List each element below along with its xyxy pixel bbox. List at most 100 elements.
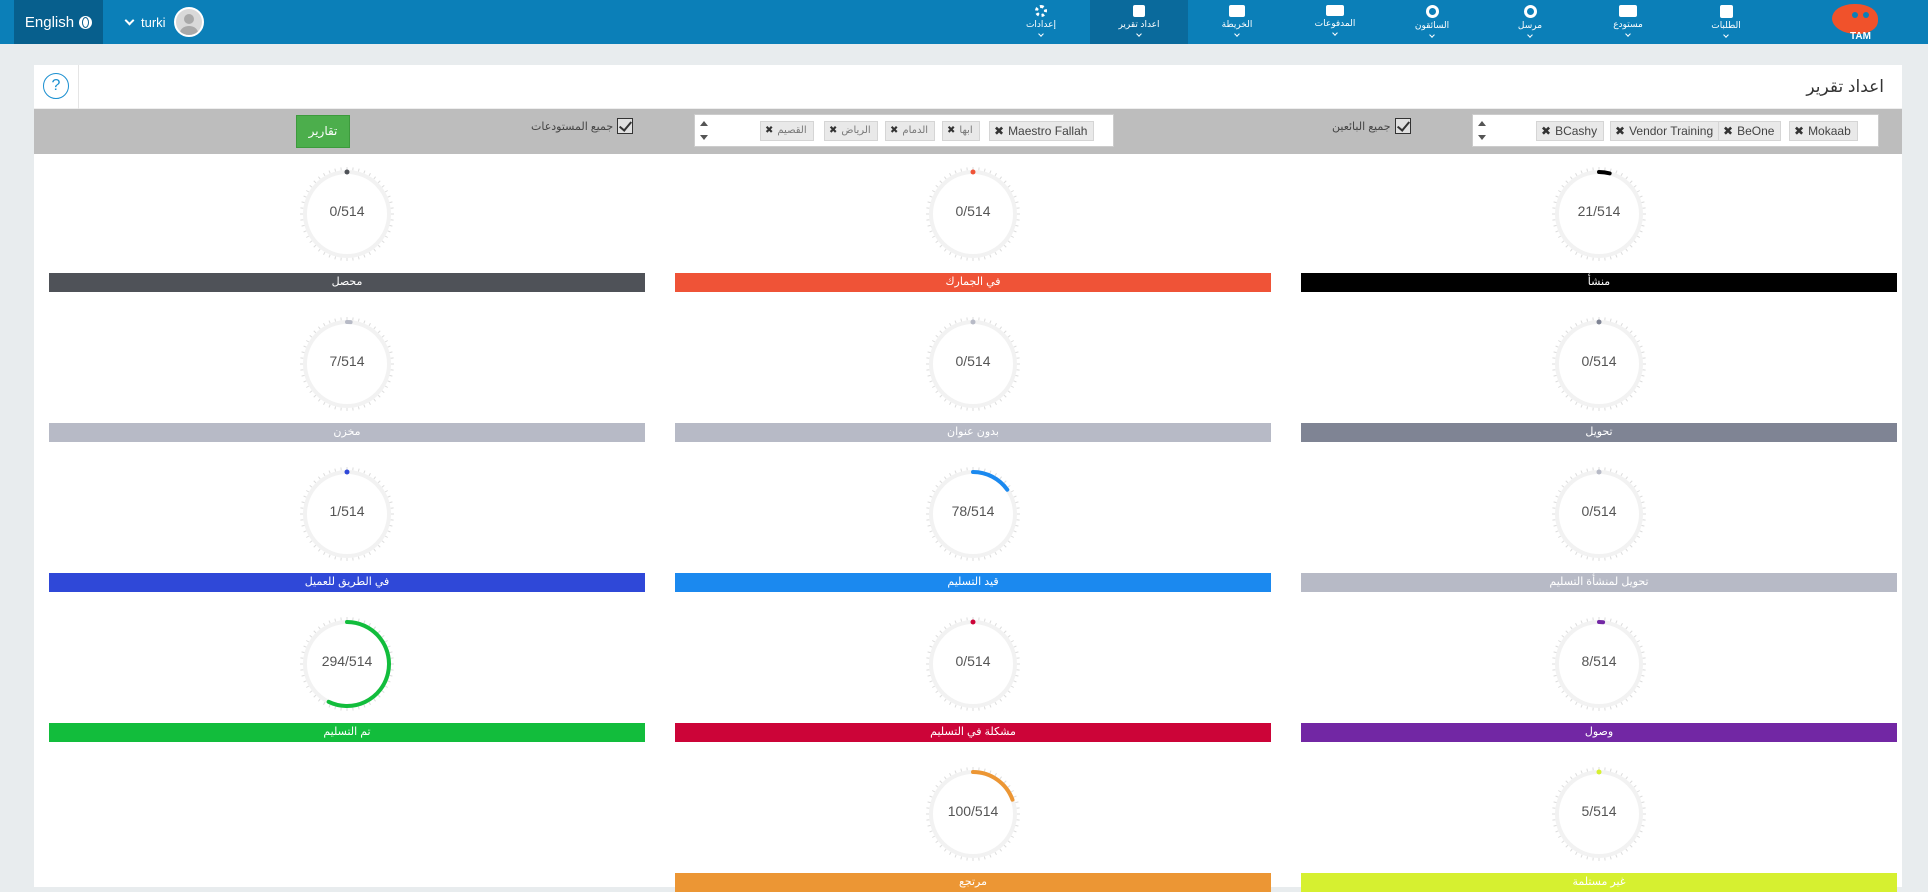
search-icon <box>1523 5 1537 18</box>
nav-sender[interactable]: مرسل <box>1516 0 1544 44</box>
warehouse-tag[interactable]: ✖ الرياض <box>824 121 878 141</box>
gauge-progress-dot <box>344 469 350 475</box>
gauge-tick <box>377 180 381 184</box>
gauge-tick <box>313 544 317 548</box>
remove-tag-icon[interactable]: ✖ <box>890 125 899 136</box>
seller-tag[interactable]: ✖ Vendor Training <box>1610 121 1721 141</box>
gauge-tick <box>368 323 371 327</box>
gauge-tick <box>1565 480 1569 484</box>
gauge-tick <box>1010 385 1014 388</box>
checkbox-checked-icon[interactable] <box>617 118 634 134</box>
box-icon <box>1719 5 1733 18</box>
language-switcher[interactable]: English <box>14 0 103 44</box>
gauge-tick <box>328 554 331 558</box>
gauge-tick <box>1558 490 1562 493</box>
gauge-tick <box>989 704 992 708</box>
remove-tag-icon[interactable]: ✖ <box>1615 124 1626 138</box>
remove-tag-icon[interactable]: ✖ <box>829 125 838 136</box>
gauge-tick <box>301 524 305 527</box>
gauge-tick <box>1007 784 1011 788</box>
gauge-tick <box>1580 404 1583 408</box>
all-warehouses-checkbox[interactable]: جميع المستودعات <box>531 118 634 134</box>
remove-tag-icon[interactable]: ✖ <box>994 124 1005 138</box>
gauge-tick <box>323 173 326 177</box>
warehouse-tag[interactable]: ✖ الدمام <box>885 121 936 141</box>
nav-warehouse[interactable]: مستودع <box>1612 0 1644 44</box>
warehouse-tag[interactable]: ✖ ابها <box>942 121 980 141</box>
gauge-tick <box>373 326 377 330</box>
gauge-tick <box>1569 476 1573 480</box>
gauge-tick <box>1003 780 1007 784</box>
status-card: 1/514 في الطريق للعميل <box>49 465 645 605</box>
remove-tag-icon[interactable]: ✖ <box>1723 124 1734 138</box>
gauge-tick <box>313 244 317 248</box>
gauge-progress-arc <box>1597 170 1612 176</box>
gauge-tick <box>989 170 992 174</box>
gauge-tick <box>389 524 393 527</box>
gauge-tick <box>983 706 986 710</box>
seller-tag[interactable]: ✖ BCashy <box>1536 121 1605 141</box>
gauge-tick <box>381 484 385 488</box>
gauge-tick <box>929 795 933 798</box>
gauge-tick <box>1013 195 1017 198</box>
remove-tag-icon[interactable]: ✖ <box>765 125 774 136</box>
scroll-arrows-icon[interactable] <box>1477 117 1487 145</box>
nav-payments[interactable]: المدفوعات <box>1314 0 1356 44</box>
remove-tag-icon[interactable]: ✖ <box>947 125 956 136</box>
gauge-tick <box>932 535 936 538</box>
logo-eye <box>1863 12 1869 18</box>
gauge-tick <box>1609 556 1612 560</box>
gauge-tick <box>306 190 310 193</box>
gauge-tick <box>1553 801 1557 804</box>
gauge-tick <box>306 535 310 538</box>
seller-tag[interactable]: ✖ Mokaab <box>1789 121 1858 141</box>
gauge-tick <box>939 480 943 484</box>
warehouse-select[interactable]: ✖ القصيم ✖ الرياض ✖ الدمام ✖ ابها ✖ Maestro F… <box>694 114 1114 147</box>
filter-bar: تقارير جميع المستودعات ✖ القصيم ✖ الرياض ✖… <box>34 109 1902 154</box>
gauge-tick <box>943 626 947 630</box>
credit-card-icon <box>1326 5 1344 16</box>
nav-settings[interactable]: إعدادات <box>1022 0 1060 44</box>
gauge-tick <box>989 770 992 774</box>
gauge-tick <box>935 634 939 638</box>
gauge-tick <box>939 180 943 184</box>
remove-tag-icon[interactable]: ✖ <box>1794 124 1805 138</box>
help-button[interactable]: ? <box>43 73 69 99</box>
gauge-tick <box>1569 398 1573 402</box>
gauge-tick <box>1569 326 1573 330</box>
nav-orders[interactable]: الطلبات <box>1710 0 1742 44</box>
gauge-tick <box>381 390 385 394</box>
gauge-tick <box>994 323 997 327</box>
gauge-tick <box>1003 844 1007 848</box>
gauge-tick <box>313 394 317 398</box>
gauge-tick <box>1615 770 1618 774</box>
gauge-graphic <box>300 317 394 411</box>
reports-button[interactable]: تقارير <box>296 115 350 148</box>
gauge-tick <box>999 776 1003 780</box>
gauge-tick <box>1615 320 1618 324</box>
gauge-tick <box>1609 468 1612 472</box>
gauge-tick <box>954 254 957 258</box>
gauge-tick <box>1580 470 1583 474</box>
gauge-tick <box>363 404 366 408</box>
nav-map[interactable]: الخريطة <box>1218 0 1256 44</box>
gauge-tick <box>1558 685 1562 688</box>
remove-tag-icon[interactable]: ✖ <box>1541 124 1552 138</box>
gauge-tick <box>1633 240 1637 244</box>
user-menu[interactable]: turki <box>124 6 204 38</box>
warehouse-tag[interactable]: ✖ القصيم <box>760 121 814 141</box>
gauge-graphic <box>300 467 394 561</box>
nav-reports[interactable]: اعداد تقرير <box>1090 0 1188 44</box>
warehouse-tag[interactable]: ✖ Maestro Fallah <box>989 121 1095 141</box>
seller-tag[interactable]: ✖ BeOne <box>1718 121 1782 141</box>
all-sellers-checkbox[interactable]: جميع البائعين <box>1332 118 1411 134</box>
gauge-tick <box>1561 840 1565 844</box>
nav-drivers[interactable]: السائقون <box>1414 0 1450 44</box>
gauge-graphic <box>300 167 394 261</box>
gauge-tick <box>1555 495 1559 498</box>
scroll-arrows-icon[interactable] <box>699 117 709 145</box>
checkbox-checked-icon[interactable] <box>1394 118 1411 134</box>
seller-select[interactable]: ✖ BCashy ✖ Vendor Training ✖ BeOne ✖ Mokaab <box>1472 114 1879 147</box>
gauge-tick <box>303 645 307 648</box>
gauge-tick <box>363 620 366 624</box>
